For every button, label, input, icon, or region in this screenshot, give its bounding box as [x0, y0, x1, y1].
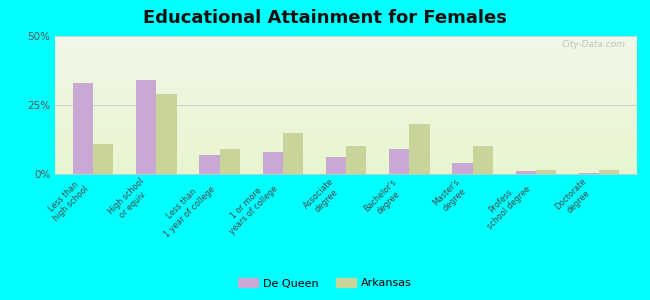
Bar [283, 133, 303, 174]
Bar [220, 149, 240, 174]
Text: Associate
degree: Associate degree [302, 177, 343, 218]
Text: Master's
degree: Master's degree [432, 177, 469, 214]
Bar [389, 149, 410, 174]
Bar [579, 172, 599, 174]
Bar [326, 158, 346, 174]
Text: Bachelor's
degree: Bachelor's degree [363, 177, 406, 220]
Bar [93, 144, 113, 174]
Bar [515, 171, 536, 174]
Bar [263, 152, 283, 174]
Bar [157, 94, 177, 174]
Text: Less than
high school: Less than high school [44, 177, 90, 223]
Bar [410, 124, 430, 174]
Text: Less than
1 year of college: Less than 1 year of college [155, 177, 216, 239]
Text: City-Data.com: City-Data.com [562, 40, 625, 49]
Bar [200, 155, 220, 174]
Text: Doctorate
degree: Doctorate degree [554, 177, 596, 219]
Bar [473, 146, 493, 174]
Bar [346, 146, 367, 174]
Text: Educational Attainment for Females: Educational Attainment for Females [143, 9, 507, 27]
Bar [452, 163, 473, 174]
Text: Profess.
school degree: Profess. school degree [478, 177, 532, 231]
Text: High school
or equiv.: High school or equiv. [107, 177, 153, 224]
Text: 1 or more
years of college: 1 or more years of college [220, 177, 280, 236]
Bar [536, 170, 556, 174]
Bar [599, 170, 619, 174]
Legend: De Queen, Arkansas: De Queen, Arkansas [233, 274, 417, 293]
Bar [73, 83, 93, 174]
Bar [136, 80, 157, 174]
